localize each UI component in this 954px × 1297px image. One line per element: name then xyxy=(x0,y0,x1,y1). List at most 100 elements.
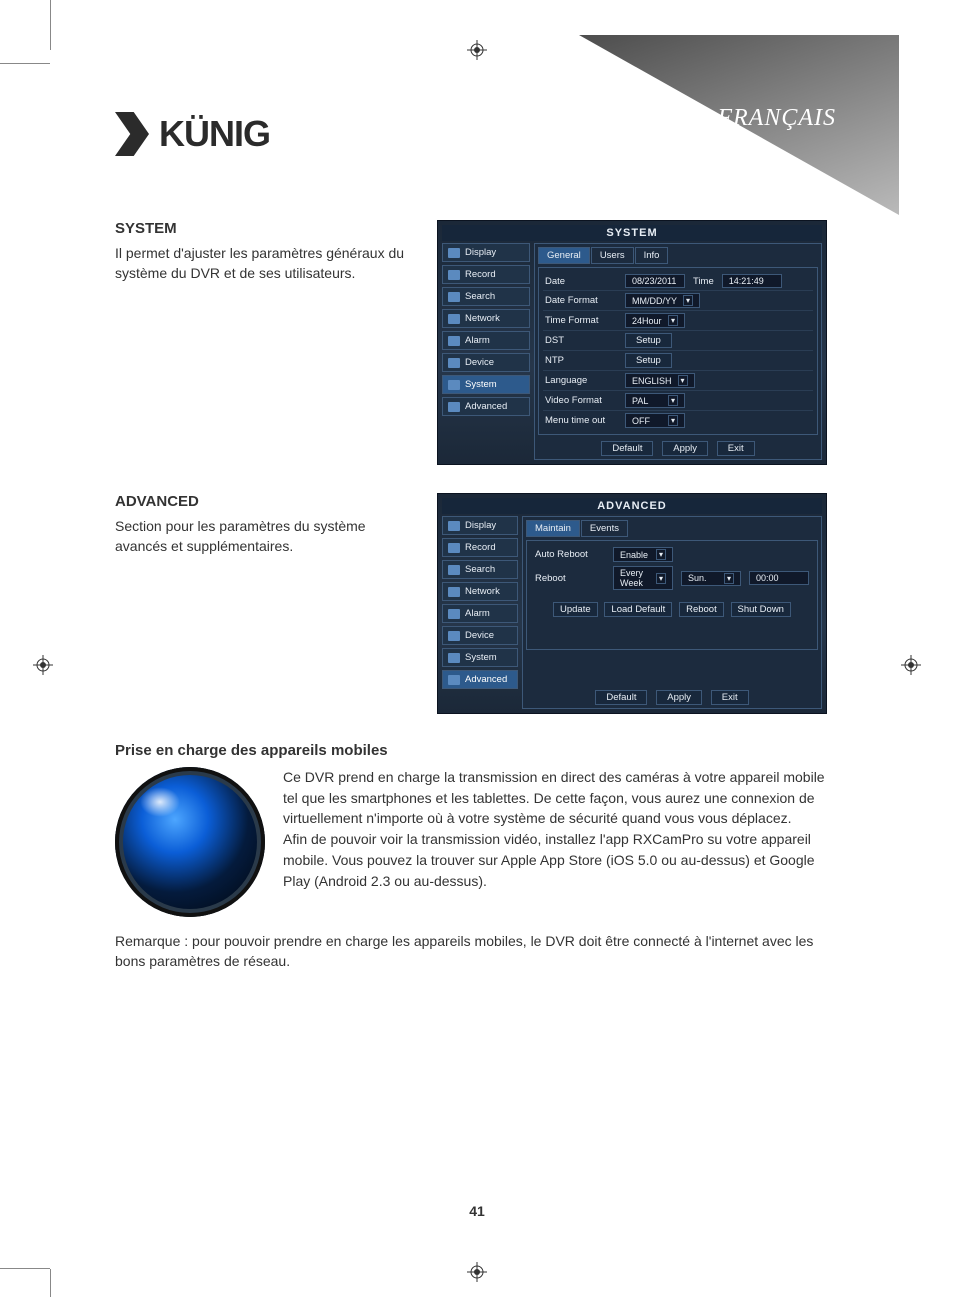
registration-mark-icon xyxy=(467,40,487,60)
auto-reboot-select[interactable]: Enable▾ xyxy=(613,547,673,562)
menu-timeout-select[interactable]: OFF▾ xyxy=(625,413,685,428)
page-number: 41 xyxy=(0,1203,954,1219)
crop-mark xyxy=(50,1269,51,1297)
chevron-down-icon: ▾ xyxy=(668,315,678,326)
sidebar-item-network[interactable]: Network xyxy=(442,309,530,328)
tab-events[interactable]: Events xyxy=(581,520,628,537)
date-input[interactable]: 08/23/2011 xyxy=(625,274,685,288)
sidebar-item-advanced[interactable]: Advanced xyxy=(442,397,530,416)
system-icon xyxy=(448,653,460,663)
reboot-interval-select[interactable]: Every Week▾ xyxy=(613,566,673,590)
load-default-button[interactable]: Load Default xyxy=(604,602,672,617)
dvr-system-screenshot: SYSTEM Display Record Search Network Ala… xyxy=(437,220,827,465)
dvr-system-window-title: SYSTEM xyxy=(442,225,822,241)
sidebar-item-advanced[interactable]: Advanced xyxy=(442,670,518,689)
sidebar-item-system[interactable]: System xyxy=(442,375,530,394)
tab-users[interactable]: Users xyxy=(591,247,634,264)
apply-button[interactable]: Apply xyxy=(656,690,702,705)
crop-mark xyxy=(50,0,51,50)
sidebar-item-device[interactable]: Device xyxy=(442,626,518,645)
chevron-down-icon: ▾ xyxy=(678,375,688,386)
network-icon xyxy=(448,587,460,597)
record-icon xyxy=(448,270,460,280)
advanced-icon xyxy=(448,402,460,412)
camera-lens-icon xyxy=(115,767,265,917)
ntp-setup-button[interactable]: Setup xyxy=(625,353,672,368)
language-select[interactable]: ENGLISH▾ xyxy=(625,373,695,388)
sidebar-item-display[interactable]: Display xyxy=(442,243,530,262)
advanced-section: ADVANCED Section pour les paramètres du … xyxy=(115,493,835,714)
reboot-time-input[interactable]: 00:00 xyxy=(749,571,809,585)
network-icon xyxy=(448,314,460,324)
tab-maintain[interactable]: Maintain xyxy=(526,520,580,537)
field-label: Date xyxy=(545,276,625,287)
apply-button[interactable]: Apply xyxy=(662,441,708,456)
search-icon xyxy=(448,292,460,302)
registration-mark-icon xyxy=(33,655,53,675)
dvr-sidebar: Display Record Search Network Alarm Devi… xyxy=(442,516,518,709)
logo-mark-icon xyxy=(115,112,149,156)
video-format-select[interactable]: PAL▾ xyxy=(625,393,685,408)
update-button[interactable]: Update xyxy=(553,602,598,617)
system-icon xyxy=(448,380,460,390)
date-format-select[interactable]: MM/DD/YY▾ xyxy=(625,293,700,308)
search-icon xyxy=(448,565,460,575)
default-button[interactable]: Default xyxy=(595,690,647,705)
registration-mark-icon xyxy=(467,1262,487,1282)
sidebar-item-search[interactable]: Search xyxy=(442,560,518,579)
chevron-down-icon: ▾ xyxy=(668,415,678,426)
advanced-title: ADVANCED xyxy=(115,493,415,510)
advanced-icon xyxy=(448,675,460,685)
sidebar-item-alarm[interactable]: Alarm xyxy=(442,604,518,623)
mobile-section: Prise en charge des appareils mobiles Ce… xyxy=(115,742,835,972)
chevron-down-icon: ▾ xyxy=(656,573,666,584)
sidebar-item-system[interactable]: System xyxy=(442,648,518,667)
tab-general[interactable]: General xyxy=(538,247,590,264)
crop-mark xyxy=(0,63,50,64)
sidebar-item-record[interactable]: Record xyxy=(442,265,530,284)
language-label: FRANÇAIS xyxy=(717,105,836,132)
sidebar-item-record[interactable]: Record xyxy=(442,538,518,557)
exit-button[interactable]: Exit xyxy=(711,690,749,705)
sidebar-item-alarm[interactable]: Alarm xyxy=(442,331,530,350)
dvr-advanced-screenshot: ADVANCED Display Record Search Network A… xyxy=(437,493,827,714)
registration-mark-icon xyxy=(901,655,921,675)
reboot-button[interactable]: Reboot xyxy=(679,602,724,617)
dst-setup-button[interactable]: Setup xyxy=(625,333,672,348)
chevron-down-icon: ▾ xyxy=(668,395,678,406)
sidebar-item-search[interactable]: Search xyxy=(442,287,530,306)
system-title: SYSTEM xyxy=(115,220,415,237)
mobile-title: Prise en charge des appareils mobiles xyxy=(115,742,835,759)
display-icon xyxy=(448,521,460,531)
reboot-day-select[interactable]: Sun.▾ xyxy=(681,571,741,586)
record-icon xyxy=(448,543,460,553)
page-content: SYSTEM Il permet d'ajuster les paramètre… xyxy=(115,220,835,972)
device-icon xyxy=(448,358,460,368)
time-input[interactable]: 14:21:49 xyxy=(722,274,782,288)
display-icon xyxy=(448,248,460,258)
brand-logo: KÜNIG xyxy=(115,112,270,156)
crop-mark xyxy=(0,1268,50,1269)
mobile-body-text: Ce DVR prend en charge la transmission e… xyxy=(283,767,835,917)
device-icon xyxy=(448,631,460,641)
dvr-sidebar: Display Record Search Network Alarm Devi… xyxy=(442,243,530,460)
system-description: Il permet d'ajuster les paramètres génér… xyxy=(115,243,415,284)
alarm-icon xyxy=(448,609,460,619)
chevron-down-icon: ▾ xyxy=(683,295,693,306)
chevron-down-icon: ▾ xyxy=(656,549,666,560)
dvr-advanced-window-title: ADVANCED xyxy=(442,498,822,514)
exit-button[interactable]: Exit xyxy=(717,441,755,456)
default-button[interactable]: Default xyxy=(601,441,653,456)
alarm-icon xyxy=(448,336,460,346)
advanced-description: Section pour les paramètres du système a… xyxy=(115,516,415,557)
tab-info[interactable]: Info xyxy=(635,247,669,264)
sidebar-item-device[interactable]: Device xyxy=(442,353,530,372)
sidebar-item-display[interactable]: Display xyxy=(442,516,518,535)
sidebar-item-network[interactable]: Network xyxy=(442,582,518,601)
time-format-select[interactable]: 24Hour▾ xyxy=(625,313,685,328)
shutdown-button[interactable]: Shut Down xyxy=(731,602,791,617)
logo-text: KÜNIG xyxy=(159,113,270,155)
chevron-down-icon: ▾ xyxy=(724,573,734,584)
system-section: SYSTEM Il permet d'ajuster les paramètre… xyxy=(115,220,835,465)
mobile-note-text: Remarque : pour pouvoir prendre en charg… xyxy=(115,931,835,972)
